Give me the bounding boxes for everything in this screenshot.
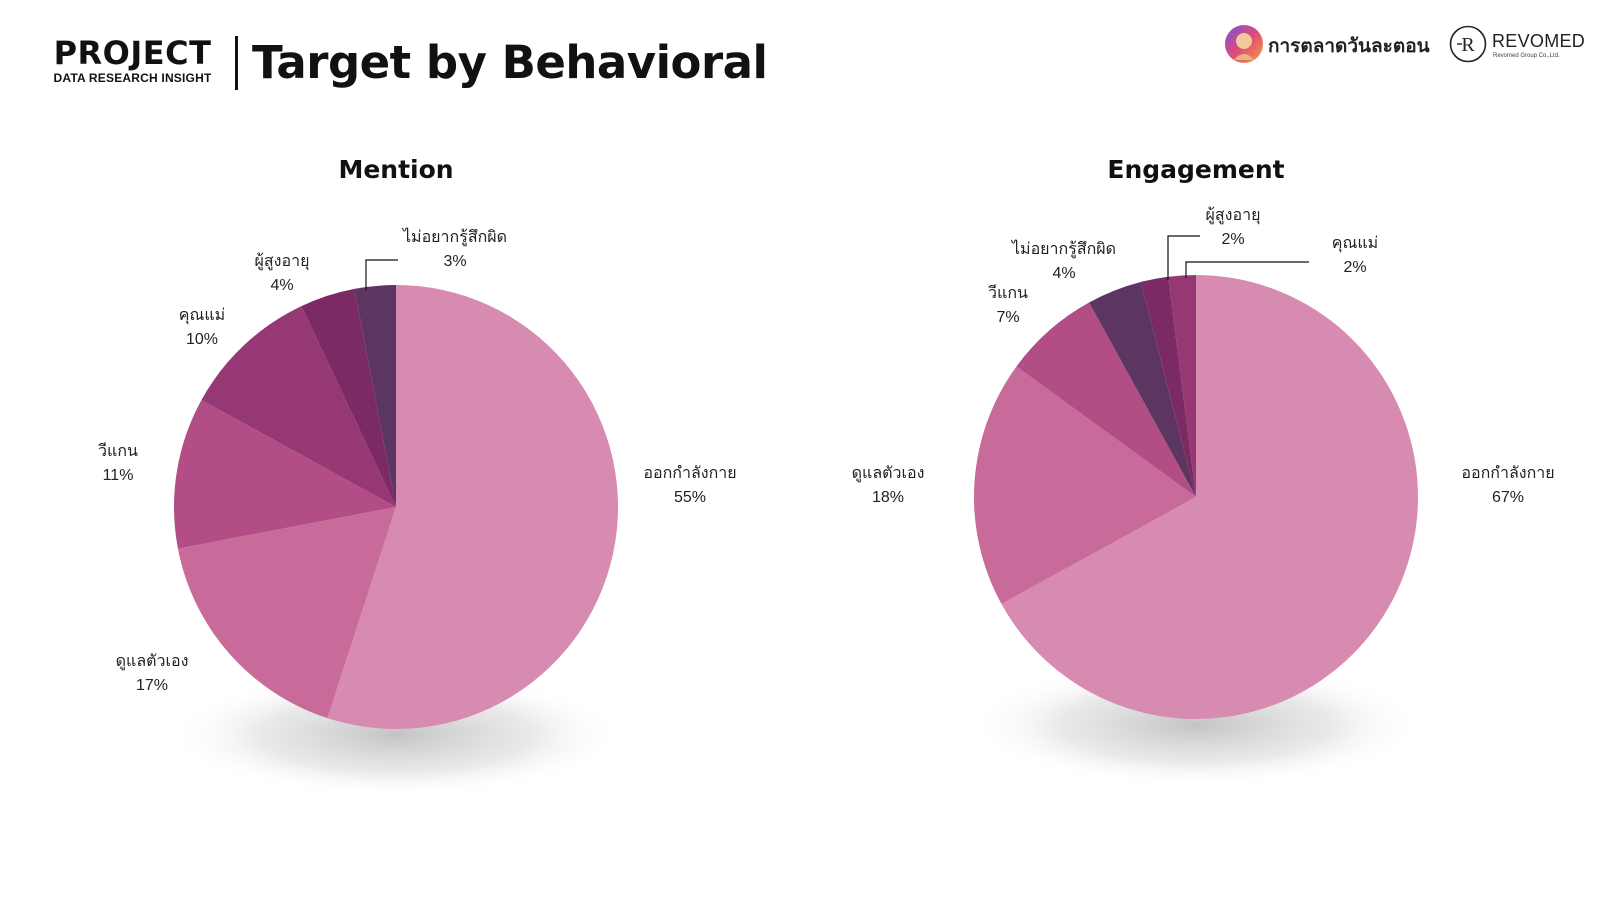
slice-label-name: ไม่อยากรู้สึกผิด bbox=[1010, 239, 1116, 259]
slice-label-name: ออกกำลังกาย bbox=[1461, 465, 1554, 482]
slice-label-name: ดูแลตัวเอง bbox=[852, 465, 925, 483]
brand-marketing-name: การตลาดวันละตอน bbox=[1268, 35, 1430, 57]
slice-label-name: วีแกน bbox=[98, 442, 138, 460]
project-logo: PROJECT DATA RESEARCH INSIGHT bbox=[50, 36, 215, 86]
chart-title: Mention bbox=[338, 155, 453, 184]
revomed-monogram-letter: R bbox=[1461, 34, 1475, 56]
slice-label-value: 2% bbox=[1343, 259, 1366, 276]
pie-slice-selfcare[interactable] bbox=[177, 507, 396, 719]
slice-label-value: 67% bbox=[1492, 489, 1524, 506]
leader-line bbox=[1167, 235, 1200, 280]
slice-label-value: 55% bbox=[674, 489, 706, 506]
pie-slice-guilt[interactable] bbox=[354, 285, 396, 507]
leader-line bbox=[365, 259, 398, 290]
slice-label-name: ผู้สูงอายุ bbox=[255, 252, 310, 271]
slice-label-value: 3% bbox=[443, 253, 466, 270]
slice-label-value: 11% bbox=[103, 467, 134, 484]
pie-slice-guilt[interactable] bbox=[1089, 281, 1196, 497]
revomed-monogram-icon: R bbox=[1449, 25, 1487, 63]
slice-label-value: 2% bbox=[1221, 231, 1244, 248]
slice-label-value: 7% bbox=[996, 309, 1019, 326]
page-title: Target by Behavioral bbox=[252, 36, 768, 89]
slice-label-value: 18% bbox=[872, 489, 904, 506]
pie-slice-elderly[interactable] bbox=[301, 288, 396, 507]
slice-label-value: 17% bbox=[136, 677, 168, 694]
project-subtitle: DATA RESEARCH INSIGHT bbox=[53, 71, 212, 85]
pie-slice-mom[interactable] bbox=[1168, 275, 1196, 497]
slice-label-name: ออกกำลังกาย bbox=[643, 465, 736, 482]
slice-label-value: 4% bbox=[270, 277, 293, 294]
header: PROJECT DATA RESEARCH INSIGHT Target by … bbox=[0, 0, 1600, 110]
chart-title: Engagement bbox=[1107, 155, 1284, 184]
pie-slice-vegan[interactable] bbox=[1016, 302, 1196, 497]
project-title: PROJECT bbox=[53, 34, 212, 72]
revomed-subtitle: Revomed Group Co.,Ltd. bbox=[1493, 53, 1560, 59]
pie-slice-vegan[interactable] bbox=[173, 400, 396, 549]
leader-line bbox=[1185, 261, 1309, 278]
header-divider bbox=[235, 36, 238, 90]
slice-label-name: คุณแม่ bbox=[1332, 235, 1378, 253]
pie-slice-exercise[interactable] bbox=[327, 285, 619, 729]
engagement-pie-chart: Engagement ออกกำลังกาย 67% ดูแลตัวเอง 18% วีแ… bbox=[852, 155, 1555, 787]
slice-label-value: 10% bbox=[186, 331, 218, 348]
slice-label-name: คุณแม่ bbox=[179, 307, 225, 325]
pie-slice-mom[interactable] bbox=[201, 306, 396, 507]
pie-slice-elderly[interactable] bbox=[1140, 276, 1196, 497]
avatar-icon bbox=[1225, 25, 1263, 63]
pie-shadow bbox=[169, 673, 623, 797]
pie-slice-exercise[interactable] bbox=[1001, 275, 1418, 719]
slice-label-name: ไม่อยากรู้สึกผิด bbox=[401, 227, 507, 247]
slice-label-name: วีแกน bbox=[988, 284, 1028, 302]
slice-label-value: 4% bbox=[1052, 265, 1075, 282]
slice-label-name: ผู้สูงอายุ bbox=[1206, 206, 1261, 225]
revomed-name: REVOMED bbox=[1492, 31, 1586, 51]
pie-slice-selfcare[interactable] bbox=[974, 366, 1196, 604]
slice-label-name: ดูแลตัวเอง bbox=[116, 653, 189, 671]
mention-pie-chart: Mention ออกกำลังกาย 55% ดูแลตัวเอง 17% วีแกน 1… bbox=[98, 155, 737, 797]
pie-shadow bbox=[969, 663, 1423, 787]
